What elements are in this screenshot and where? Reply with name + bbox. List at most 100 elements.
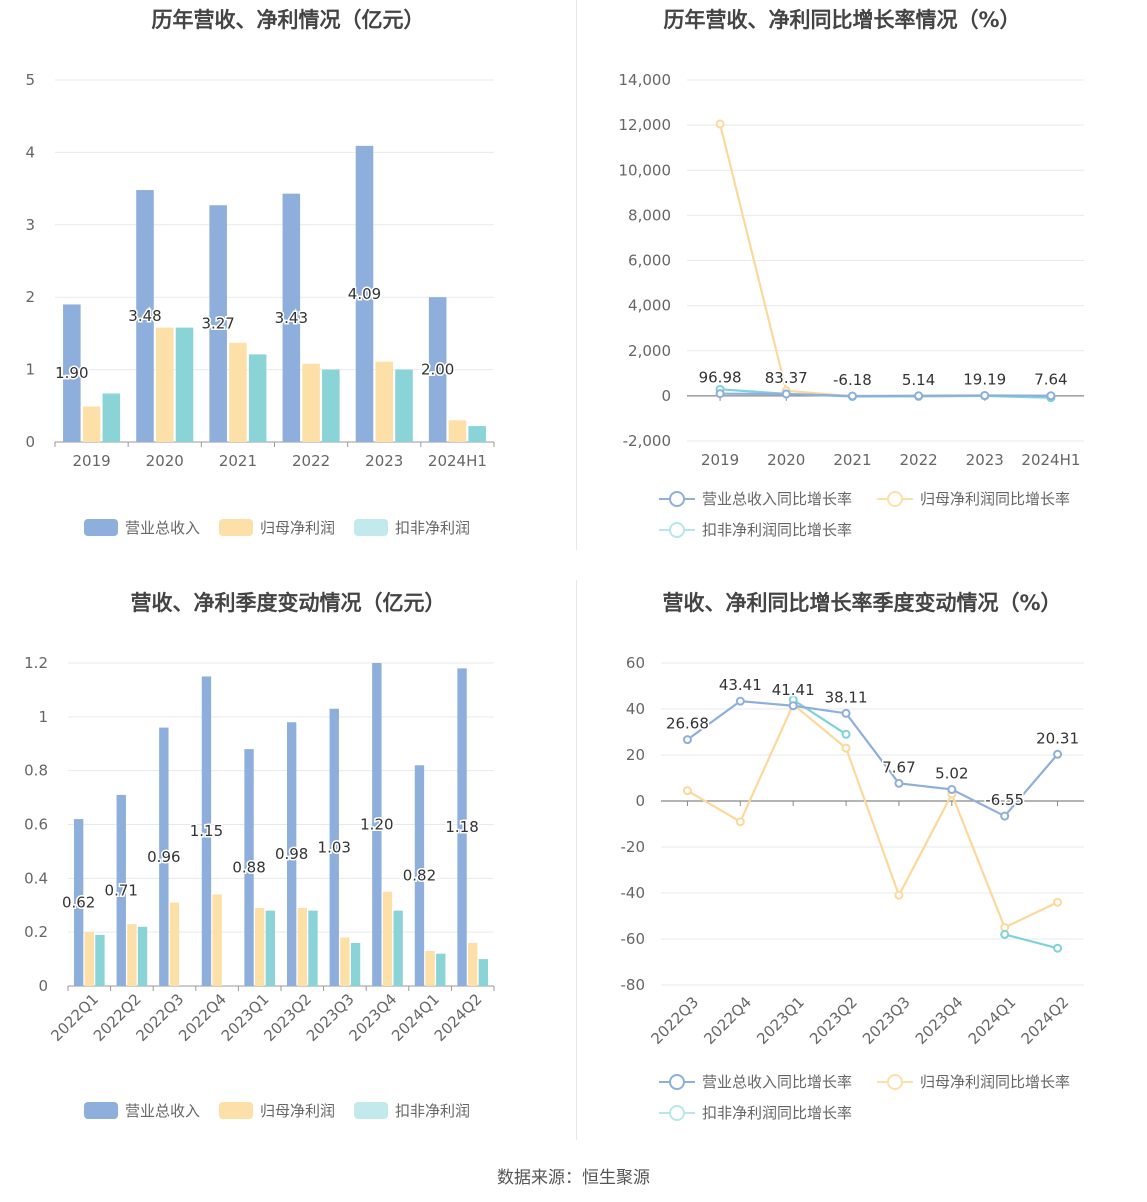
bar-data-label: 1.03 — [318, 838, 351, 856]
bar-parent-profit — [340, 937, 350, 986]
legend-q-revenue-growth[interactable]: 营业总收入同比增长率 — [659, 1071, 852, 1092]
x-tick-label: 2024Q1 — [965, 993, 1020, 1048]
quarterly-amount-legend: 营业总收入 归母净利润 扣非净利润 — [0, 1100, 576, 1124]
bar-parent-profit — [229, 342, 247, 442]
y-tick-label: -80 — [621, 976, 646, 994]
point-parent-growth — [682, 786, 692, 796]
bar-parent-profit — [255, 907, 265, 986]
quarterly-growth-chart: -80-60-40-2002040602022Q32022Q42023Q1202… — [621, 654, 1084, 1048]
x-tick-label: 2023Q4 — [912, 993, 967, 1048]
bar-data-label: 0.62 — [62, 894, 95, 912]
y-tick-label: 0.4 — [24, 869, 48, 887]
bar-deducted-profit — [322, 369, 340, 442]
bar-revenue — [372, 663, 382, 986]
legend-q-deducted-growth-label: 扣非净利润同比增长率 — [702, 1104, 853, 1122]
legend-q-parent-profit-swatch — [219, 1102, 253, 1119]
bar-revenue — [63, 304, 81, 442]
bar-parent-profit — [382, 891, 393, 986]
legend-parent-profit[interactable]: 归母净利润 — [219, 517, 335, 538]
bar-deducted-profit — [175, 327, 194, 442]
point-revenue-growth — [894, 778, 904, 788]
bar-data-label: 0.82 — [403, 867, 436, 885]
legend-q-revenue-label: 营业总收入 — [125, 1102, 201, 1120]
y-tick-label: 3 — [25, 216, 35, 234]
bar-parent-profit — [82, 406, 101, 442]
y-tick-label: 20 — [626, 746, 645, 764]
point-parent-growth — [841, 743, 851, 753]
legend-parent-growth[interactable]: 归母净利润同比增长率 — [877, 488, 1070, 509]
quarterly-growth-title: 营收、净利同比增长率季度变动情况（%） — [662, 591, 1062, 615]
y-tick-label: 0.8 — [24, 762, 48, 780]
bar-data-label: 1.15 — [190, 822, 223, 840]
legend-revenue-swatch — [84, 519, 118, 536]
annual-amount-panel: 历年营收、净利情况（亿元） 0 1 2 3 4 5 2019 1.90 2020 3.48 2021… — [0, 0, 576, 560]
bar-revenue — [428, 297, 447, 442]
bar-parent-profit — [297, 907, 307, 986]
point-data-label: 5.14 — [902, 371, 935, 389]
legend-deducted-profit[interactable]: 扣非净利润 — [354, 517, 470, 538]
bar-revenue — [457, 668, 467, 986]
point-revenue-growth — [735, 696, 745, 706]
y-tick-label: 8,000 — [628, 206, 671, 224]
x-tick-label: 2024Q2 — [431, 990, 486, 1045]
point-data-label: 26.68 — [666, 715, 709, 733]
x-tick-label: 2019 — [701, 451, 739, 469]
legend-deducted-profit-label: 扣非净利润 — [395, 519, 471, 537]
legend-deducted-growth[interactable]: 扣非净利润同比增长率 — [659, 519, 852, 540]
x-tick-label: 2019 — [72, 452, 110, 470]
legend-deducted-growth-marker — [659, 521, 695, 538]
x-tick-label: 2024H1 — [1021, 451, 1080, 469]
legend-parent-growth-marker — [877, 490, 913, 507]
bar-data-label: 1.18 — [445, 818, 478, 836]
legend-deducted-profit-swatch — [354, 519, 388, 536]
bar-parent-profit — [127, 924, 137, 986]
legend-q-deducted-profit-swatch — [354, 1102, 388, 1119]
point-revenue-growth — [1053, 749, 1063, 759]
vertical-divider-bottom — [576, 580, 577, 1140]
point-data-label: -6.55 — [985, 791, 1024, 809]
point-revenue-growth — [980, 390, 990, 400]
quarterly-growth-panel: 营收、净利同比增长率季度变动情况（%） -80 -60 -40 -20 0 20 40 60 2… — [577, 583, 1147, 1143]
x-tick-label: 2021 — [833, 451, 871, 469]
bar-data-label: 4.09 — [348, 285, 381, 303]
point-revenue-growth — [1046, 391, 1056, 401]
y-tick-label: -60 — [621, 930, 646, 948]
bar-data-label: 1.20 — [360, 816, 393, 834]
y-tick-label: 12,000 — [619, 116, 672, 134]
point-parent-growth — [1053, 897, 1063, 907]
legend-parent-growth-label: 归母净利润同比增长率 — [920, 490, 1071, 508]
bar-deducted-profit — [395, 369, 413, 442]
legend-revenue[interactable]: 营业总收入 — [84, 517, 200, 538]
legend-revenue-growth[interactable]: 营业总收入同比增长率 — [659, 488, 852, 509]
y-tick-label: -20 — [621, 838, 646, 856]
x-tick-label: 2023Q1 — [753, 993, 808, 1048]
y-tick-label: 2,000 — [628, 342, 671, 360]
point-data-label: 19.19 — [963, 370, 1006, 388]
bar-deducted-profit — [137, 926, 148, 986]
legend-q-deducted-growth[interactable]: 扣非净利润同比增长率 — [659, 1102, 852, 1123]
bar-data-label: 0.71 — [105, 881, 138, 899]
point-deducted-growth — [1000, 929, 1010, 939]
legend-q-deducted-profit[interactable]: 扣非净利润 — [354, 1100, 470, 1121]
quarterly-growth-legend: 营业总收入同比增长率 归母净利润同比增长率 扣非净利润同比增长率 — [577, 1071, 1147, 1127]
bar-parent-profit — [425, 951, 435, 986]
x-tick-label: 2023Q3 — [859, 993, 914, 1048]
y-tick-label: 40 — [626, 700, 645, 718]
annual-amount-chart: 0 1 2 3 4 5 2019 1.90 2020 3.48 2021 3.27 2022 3.43 20… — [25, 71, 495, 470]
x-tick-label: 2022 — [899, 451, 937, 469]
legend-q-parent-profit[interactable]: 归母净利润 — [219, 1100, 335, 1121]
point-deducted-growth — [841, 729, 851, 739]
bar-revenue — [116, 794, 126, 986]
legend-q-parent-growth[interactable]: 归母净利润同比增长率 — [877, 1071, 1070, 1092]
annual-growth-legend: 营业总收入同比增长率 归母净利润同比增长率 扣非净利润同比增长率 — [577, 488, 1147, 544]
bar-deducted-profit — [468, 426, 486, 442]
legend-q-revenue[interactable]: 营业总收入 — [84, 1100, 200, 1121]
legend-q-revenue-growth-label: 营业总收入同比增长率 — [702, 1073, 853, 1091]
x-tick-label: 2024Q2 — [1018, 993, 1073, 1048]
point-parent-growth — [894, 890, 904, 900]
y-tick-label: 60 — [626, 654, 645, 672]
bar-deducted-profit — [265, 910, 276, 986]
annual-growth-panel: 历年营收、净利同比增长率情况（%） -2,000 0 2,000 4,000 6,000… — [577, 0, 1147, 560]
x-tick-label: 2020 — [767, 451, 805, 469]
bar-parent-profit — [302, 363, 320, 442]
